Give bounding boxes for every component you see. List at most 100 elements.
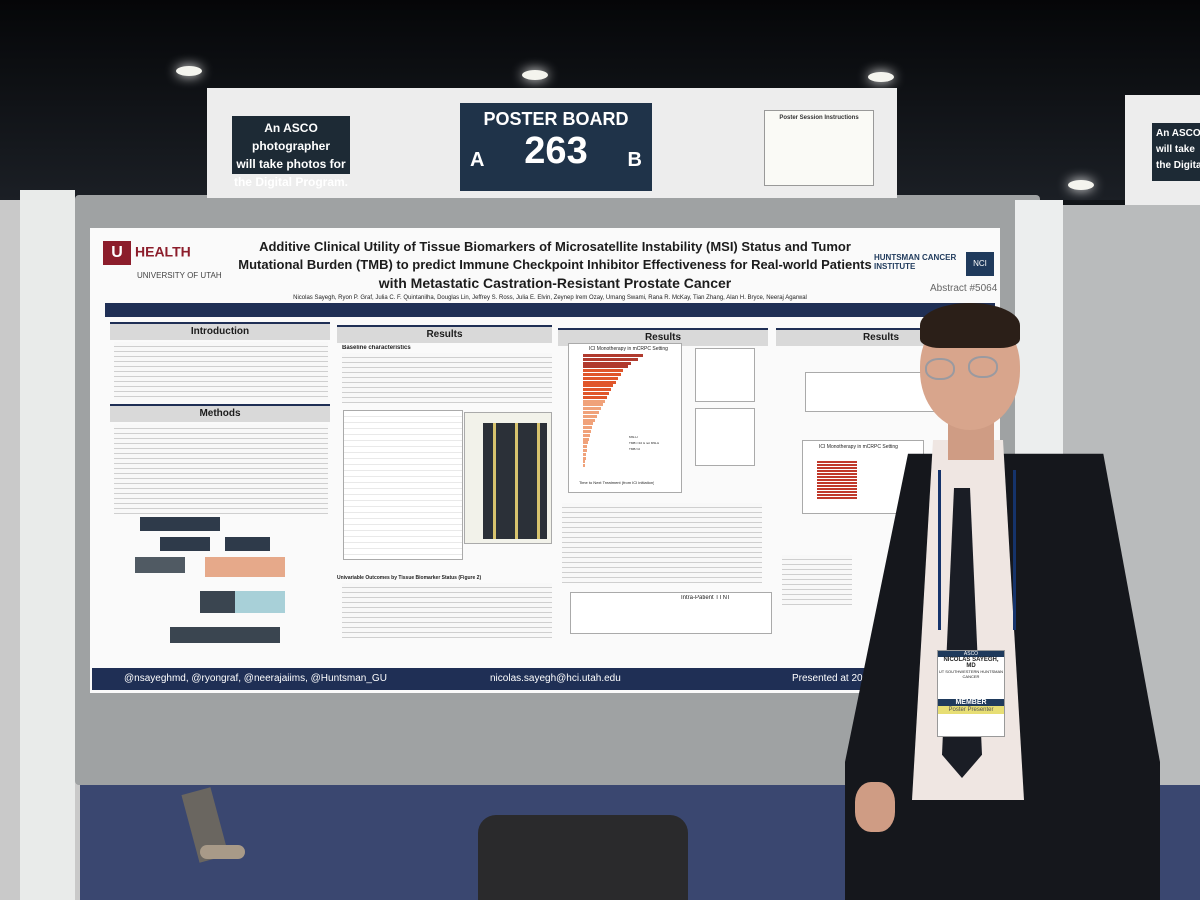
x-axis-label: Time to Next Treatment (from ICI initiat… bbox=[579, 480, 655, 485]
bar-area bbox=[583, 354, 675, 474]
swimmer-bar bbox=[583, 354, 643, 357]
swimmer-bar bbox=[583, 456, 586, 460]
u-logo-icon: U bbox=[103, 241, 131, 265]
flow-box bbox=[135, 557, 185, 573]
baseline-table bbox=[343, 410, 463, 560]
introduction-header: Introduction bbox=[110, 322, 330, 340]
social-handles: @nsayeghmd, @ryongraf, @neerajaiims, @Hu… bbox=[124, 673, 387, 684]
flow-box bbox=[225, 537, 270, 551]
badge-type: Poster Presenter bbox=[938, 706, 1004, 714]
title-line: with Metastatic Castration-Resistant Pro… bbox=[378, 275, 732, 291]
swimmer-bar bbox=[583, 392, 609, 395]
swimmer-bar bbox=[583, 422, 593, 426]
shoe bbox=[200, 845, 245, 859]
methods-text bbox=[114, 424, 328, 514]
swimmer-bar bbox=[583, 437, 589, 441]
neighbor-photographer-note: An ASCO will take the Digital bbox=[1152, 123, 1200, 181]
km-plot bbox=[805, 372, 937, 412]
ceiling-light bbox=[1068, 180, 1094, 190]
results-header: Results bbox=[558, 328, 768, 346]
swimmer-bar bbox=[583, 403, 603, 407]
swimmer-bar bbox=[583, 399, 605, 403]
results-text bbox=[342, 353, 552, 403]
badge-name: NICOLAS SAYEGH, MD bbox=[943, 657, 999, 669]
poster-board-number: 263 bbox=[524, 130, 588, 172]
presenter-hair bbox=[920, 303, 1020, 348]
flow-box bbox=[205, 557, 285, 577]
huntsman-logo: HUNTSMAN CANCER INSTITUTE bbox=[874, 253, 957, 271]
note-line: An ASCO bbox=[1156, 128, 1200, 139]
swimmer-bar bbox=[583, 365, 628, 369]
consort-diagram bbox=[130, 517, 290, 647]
title-line: Additive Clinical Utility of Tissue Biom… bbox=[259, 239, 851, 254]
results-text bbox=[562, 503, 762, 583]
note-line: the Digital bbox=[1156, 160, 1200, 171]
poster-board-label: POSTER BOARD bbox=[483, 109, 629, 129]
logo-sub: UNIVERSITY OF UTAH bbox=[137, 271, 222, 280]
note-line: the Digital Program. bbox=[233, 175, 349, 189]
swimmer-bar bbox=[583, 384, 613, 388]
swimmer-bar bbox=[583, 430, 591, 433]
nci-logo: NCI bbox=[966, 252, 994, 276]
badge-member: MEMBER bbox=[938, 699, 1004, 706]
passerby-legs bbox=[140, 787, 280, 865]
swimmer-bar bbox=[583, 464, 585, 468]
session-instructions: Poster Session Instructions bbox=[764, 110, 874, 186]
forest-plot: Intra-Patient TTNT bbox=[570, 592, 772, 634]
poster-board-number-sign: POSTER BOARD 263 A B bbox=[460, 103, 652, 191]
genomic-heatmap bbox=[464, 412, 552, 544]
legend-entry: TMB<10 bbox=[629, 447, 641, 451]
university-logo: U HEALTH UNIVERSITY OF UTAH bbox=[103, 241, 222, 281]
univariable-subhead: Univariable Outcomes by Tissue Biomarker… bbox=[337, 575, 482, 581]
swimmer-bar bbox=[583, 426, 592, 430]
swimmer-bar bbox=[583, 411, 599, 414]
heatmap-cells bbox=[483, 423, 547, 539]
introduction-text bbox=[114, 342, 328, 400]
ceiling-light bbox=[522, 70, 548, 80]
swimmer-bar bbox=[583, 380, 616, 384]
presenter-hand bbox=[855, 782, 895, 832]
note-line: will take photos for bbox=[236, 157, 346, 171]
swimmer-bar bbox=[583, 418, 595, 422]
abstract-number: Abstract #5064 bbox=[930, 283, 998, 294]
poster-title: Additive Clinical Utility of Tissue Biom… bbox=[225, 238, 885, 292]
baseline-subhead: Baseline characteristics bbox=[342, 345, 411, 351]
swimmer-bar bbox=[583, 460, 585, 464]
univariable-text bbox=[342, 583, 552, 638]
board-stand bbox=[20, 190, 75, 900]
glasses-icon bbox=[925, 358, 955, 380]
swimmer-bar bbox=[583, 449, 587, 452]
forest-title: Intra-Patient TTNT bbox=[681, 595, 731, 601]
swimmer-bar bbox=[583, 357, 638, 361]
methods-header: Methods bbox=[110, 404, 330, 422]
contact-email: nicolas.sayegh@hci.utah.edu bbox=[490, 673, 621, 684]
km-plot bbox=[695, 408, 755, 466]
lanyard bbox=[938, 470, 1016, 630]
km-plot bbox=[695, 348, 755, 402]
name-badge: ASCO NICOLAS SAYEGH, MD UT SOUTHWESTERN … bbox=[937, 650, 1005, 737]
swimmer-bar bbox=[583, 445, 587, 449]
photographer-note: An ASCO photographer will take photos fo… bbox=[232, 116, 350, 189]
chart-bars bbox=[817, 461, 857, 499]
flow-box bbox=[235, 591, 285, 613]
logo-name: HEALTH bbox=[135, 243, 191, 260]
flow-box bbox=[160, 537, 210, 551]
chart-title: ICI Monotherapy in mCRPC Setting bbox=[589, 346, 668, 352]
swimmer-bar bbox=[583, 433, 590, 437]
swimmer-bar bbox=[583, 376, 618, 380]
glasses-icon bbox=[968, 356, 998, 378]
flow-box bbox=[140, 517, 220, 531]
title-line: Mutational Burden (TMB) to predict Immun… bbox=[238, 257, 872, 272]
swimmer-bar bbox=[583, 361, 631, 365]
swimmer-bar bbox=[583, 407, 601, 411]
chair-back bbox=[478, 815, 688, 900]
legend-entry: MSI-H bbox=[629, 435, 638, 439]
badge-org: ASCO bbox=[938, 651, 1004, 657]
swimmer-bar bbox=[583, 414, 597, 418]
ceiling-light bbox=[176, 66, 202, 76]
swimmer-plot: ICI Monotherapy in mCRPC Setting Time to… bbox=[568, 343, 682, 493]
flow-box bbox=[170, 627, 280, 643]
swimmer-bar bbox=[583, 452, 586, 456]
chart-title: ICI Monotherapy in mCRPC Setting bbox=[819, 444, 898, 450]
swimmer-bar bbox=[583, 441, 588, 445]
